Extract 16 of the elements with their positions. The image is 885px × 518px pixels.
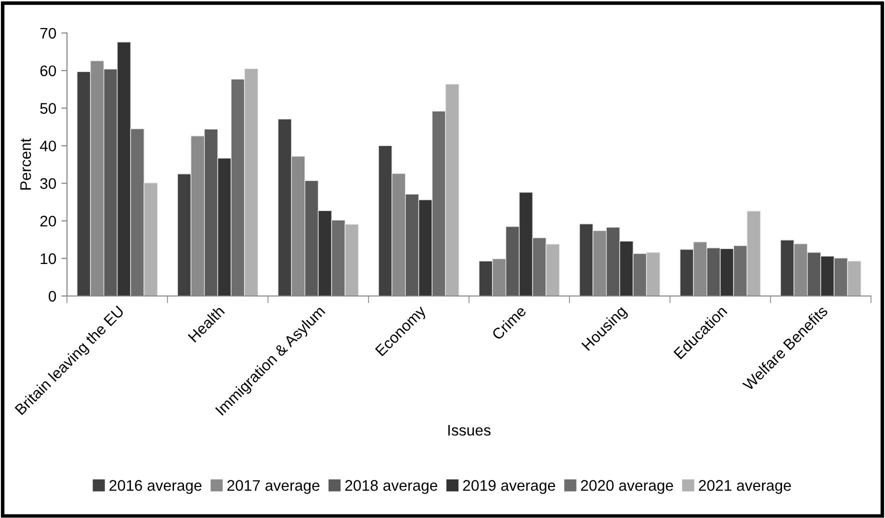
y-tick-label: 60 — [40, 65, 56, 76]
legend-label: 2017 average — [227, 480, 320, 494]
x-axis-title: Issues — [448, 424, 491, 436]
y-tick-label: 50 — [40, 103, 56, 114]
legend-label: 2016 average — [109, 480, 202, 494]
y-tick-label: 20 — [40, 216, 56, 227]
legend-label: 2019 average — [463, 480, 556, 494]
legend-label: 2021 average — [698, 480, 791, 494]
y-tick-label: 70 — [40, 28, 56, 39]
y-tick-label: 40 — [40, 140, 56, 152]
y-tick-label: 0 — [48, 290, 56, 302]
y-tick-label: 30 — [40, 178, 56, 189]
y-tick-label: 10 — [40, 253, 56, 264]
y-axis-title: Percent — [20, 138, 32, 190]
legend-label: 2018 average — [345, 480, 438, 494]
legend-label: 2020 average — [581, 480, 673, 494]
